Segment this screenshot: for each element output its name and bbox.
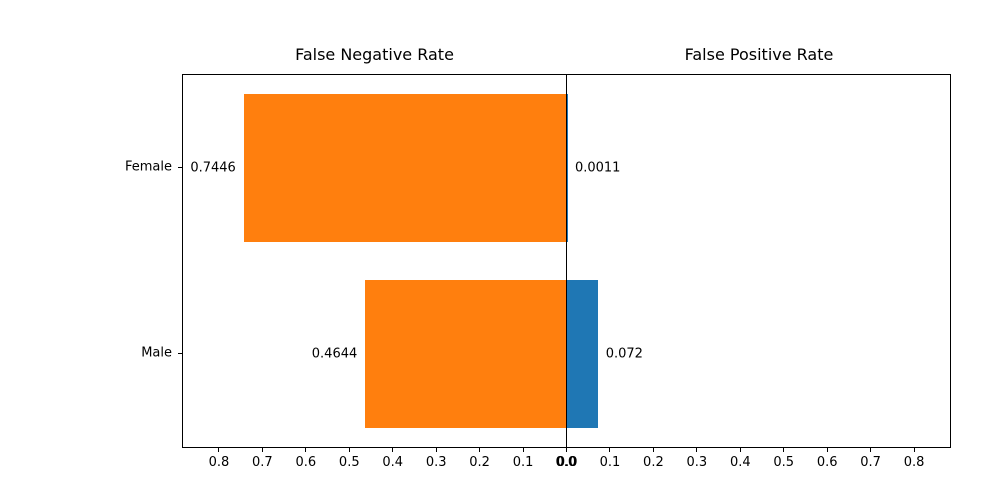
left-panel-title: False Negative Rate	[295, 45, 454, 64]
y-tick-label-female: Female	[124, 159, 172, 175]
x-tick-label: 0.0	[556, 455, 577, 470]
x-tick-mark	[739, 448, 741, 452]
bar-right-male	[566, 279, 598, 429]
bar-value-label-left-male: 0.4644	[311, 346, 358, 362]
x-tick-label: 0.3	[686, 455, 708, 470]
x-tick-label: 0.7	[252, 455, 273, 470]
x-tick-label: 0.8	[903, 455, 925, 470]
x-tick-label: 0.5	[338, 455, 360, 470]
right-panel-title: False Positive Rate	[684, 45, 834, 64]
bar-left-female	[243, 93, 567, 243]
x-tick-mark	[609, 448, 611, 452]
x-tick-mark	[522, 448, 524, 452]
bar-left-male	[365, 279, 567, 429]
center-axis-line	[566, 75, 567, 447]
x-tick-mark	[783, 448, 785, 452]
y-tick-mark	[178, 352, 182, 354]
x-tick-mark	[826, 448, 828, 452]
x-tick-mark	[218, 448, 220, 452]
x-tick-mark	[479, 448, 481, 452]
y-tick-label-male: Male	[141, 345, 172, 361]
x-tick-mark	[913, 448, 915, 452]
x-tick-label: 0.1	[599, 455, 621, 470]
x-tick-mark	[392, 448, 394, 452]
x-tick-mark	[566, 448, 567, 452]
x-tick-mark	[870, 448, 872, 452]
bar-value-label-right-male: 0.072	[605, 346, 643, 362]
x-tick-label: 0.3	[425, 455, 447, 470]
x-tick-label: 0.2	[643, 455, 664, 470]
x-axis: 0.0 0.1 0.1 0.2 0.2 0.3 0.3 0.4 0.4 0.5 0.5 0.6 0.6 0…	[182, 447, 951, 479]
x-tick-label: 0.1	[512, 455, 534, 470]
x-tick-mark	[435, 448, 437, 452]
x-tick-mark	[696, 448, 698, 452]
x-tick-label: 0.8	[208, 455, 230, 470]
x-tick-label: 0.6	[816, 455, 838, 470]
x-tick-label: 0.7	[860, 455, 881, 470]
x-tick-mark	[652, 448, 654, 452]
x-tick-mark	[348, 448, 350, 452]
x-tick-label: 0.2	[469, 455, 490, 470]
x-tick-label: 0.5	[773, 455, 795, 470]
bar-value-label-right-female: 0.0011	[574, 160, 621, 176]
plot-area: 0.7446 0.4644 0.0011 0.072	[182, 74, 951, 448]
y-axis: Female Male	[0, 74, 182, 446]
bar-value-label-left-female: 0.7446	[190, 160, 236, 176]
x-tick-mark	[305, 448, 307, 452]
y-tick-mark	[178, 166, 182, 168]
x-tick-mark	[261, 448, 263, 452]
x-tick-label: 0.4	[729, 455, 751, 470]
x-tick-label: 0.6	[295, 455, 317, 470]
x-tick-label: 0.4	[382, 455, 404, 470]
